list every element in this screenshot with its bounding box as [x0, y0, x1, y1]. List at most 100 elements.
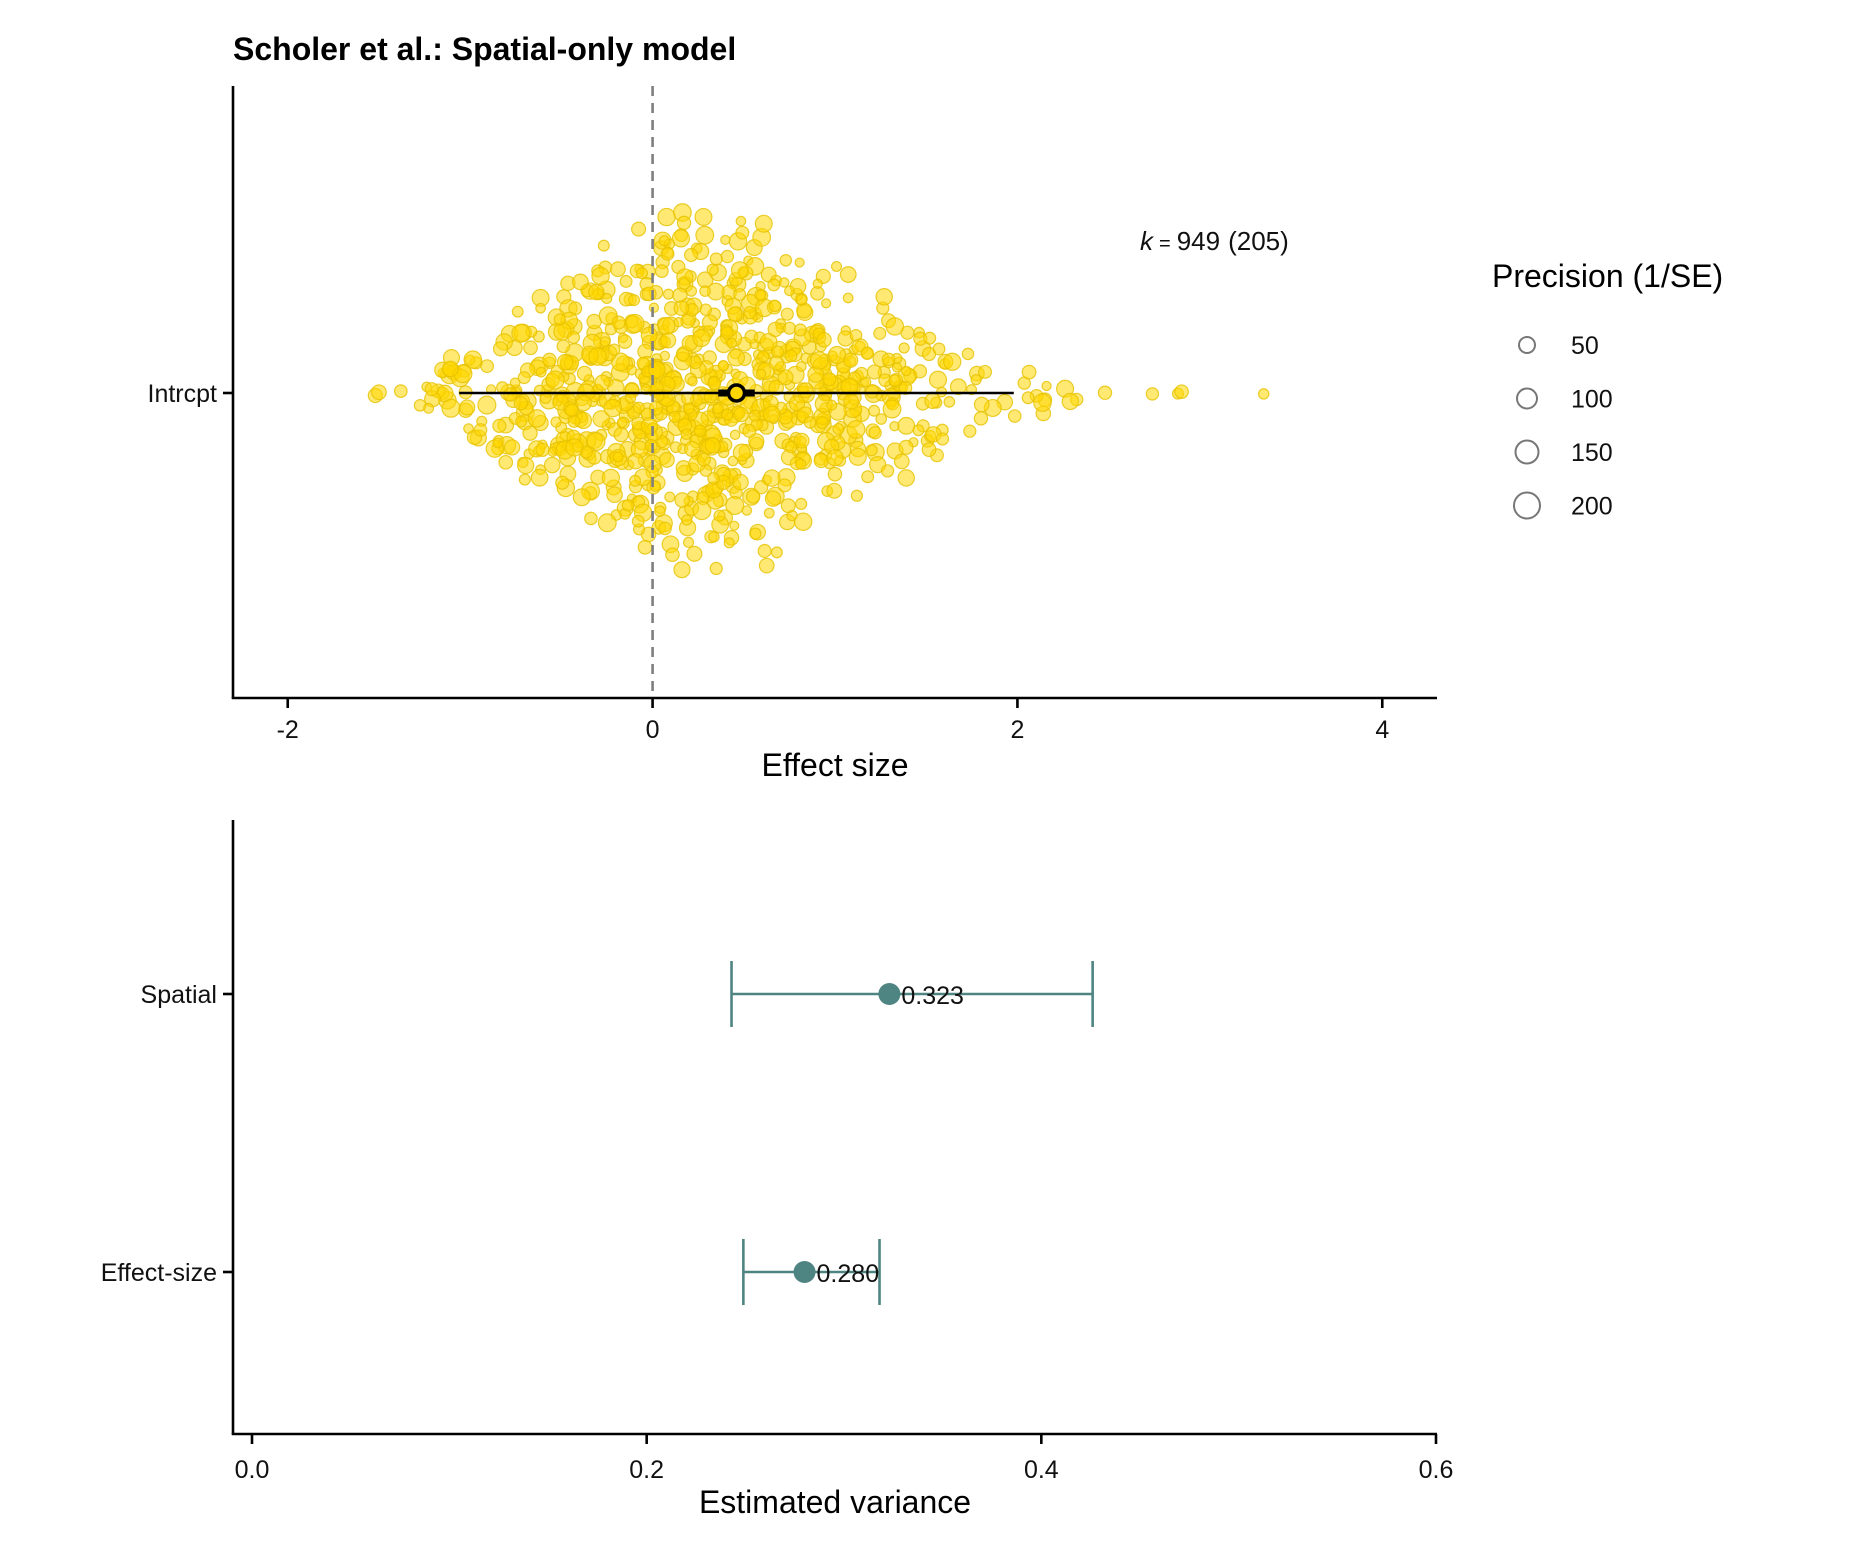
effect-size-point [527, 409, 547, 428]
k-equals: = [1159, 233, 1171, 255]
effect-size-point [588, 347, 607, 366]
effect-size-point [782, 321, 797, 335]
effect-size-point [793, 323, 807, 337]
k-studies: (205) [1228, 226, 1289, 256]
effect-size-point [673, 561, 691, 579]
effect-size-point [511, 323, 531, 343]
effect-size-point [654, 264, 669, 279]
effect-size-point [720, 249, 735, 264]
effect-size-point [768, 299, 782, 313]
bottom-x-axis-title: Estimated variance [699, 1484, 971, 1520]
effect-size-point [586, 432, 606, 451]
effect-size-point [743, 306, 757, 320]
effect-size-point [621, 499, 635, 512]
legend-key-circle [1514, 439, 1540, 465]
bottom-x-tick-label: 0.2 [629, 1456, 664, 1484]
effect-size-point [648, 302, 660, 313]
effect-size-point [735, 225, 750, 240]
effect-size-point [764, 490, 782, 507]
effect-size-point [770, 546, 783, 559]
effect-size-point [973, 396, 990, 413]
effect-size-point [424, 382, 439, 397]
effect-size-point [803, 416, 817, 429]
effect-size-point [659, 350, 671, 362]
effect-size-point [556, 339, 571, 354]
effect-size-point [658, 451, 675, 468]
effect-size-point [597, 239, 610, 252]
effect-size-point [597, 513, 617, 533]
effect-size-point [550, 416, 562, 428]
effect-size-point [793, 512, 813, 531]
estimate-point [726, 383, 747, 403]
effect-size-point [518, 473, 531, 486]
effect-size-point [553, 313, 566, 326]
effect-size-point [662, 288, 675, 300]
effect-size-point [545, 370, 565, 390]
effect-size-point [777, 369, 794, 386]
effect-size-point [713, 509, 726, 522]
effect-size-point [1021, 391, 1035, 405]
effect-size-point [860, 346, 875, 361]
effect-size-point [567, 414, 581, 428]
effect-size-point [720, 326, 734, 340]
effect-size-point [503, 439, 521, 456]
effect-size-point [769, 355, 785, 371]
top-x-tick-label: 0 [646, 716, 660, 744]
effect-size-point [729, 520, 740, 531]
effect-size-point [607, 343, 621, 356]
effect-size-point [721, 408, 734, 421]
effect-size-point [720, 234, 731, 246]
effect-size-point [660, 332, 677, 349]
effect-size-point [594, 374, 611, 391]
effect-size-point [535, 442, 550, 457]
effect-size-point [830, 260, 843, 273]
variance-errorbars: 0.323 0.280 [730, 961, 1094, 1305]
top-x-axis-title: Effect size [761, 747, 908, 783]
precision-legend: Precision (1/SE) 50 100 150 200 [1492, 258, 1723, 521]
effect-size-point [675, 347, 690, 362]
effect-size-point [970, 374, 982, 386]
effect-size-point [815, 416, 829, 430]
effect-size-point [784, 285, 795, 297]
effect-size-point [660, 246, 675, 261]
effect-size-point [682, 536, 695, 548]
legend-title: Precision (1/SE) [1492, 258, 1723, 294]
effect-size-point [754, 480, 769, 495]
effect-size-point [696, 452, 711, 467]
effect-size-point [788, 395, 806, 412]
effect-size-point [628, 294, 641, 307]
effect-size-point [588, 283, 605, 301]
effect-size-point [796, 361, 807, 372]
effect-size-point [732, 473, 749, 491]
effect-size-point [492, 341, 509, 357]
effect-size-point [680, 428, 693, 440]
effect-size-point [763, 469, 781, 487]
effect-size-point [674, 492, 691, 508]
effect-size-point [973, 411, 989, 426]
effect-size-point [868, 404, 881, 417]
legend-entry-label: 100 [1571, 386, 1613, 414]
effect-size-point [676, 215, 692, 231]
effect-size-point [695, 225, 715, 245]
effect-size-point [423, 402, 435, 414]
effect-size-point [681, 514, 693, 526]
bottom-x-ticks: 0.0 0.2 0.4 0.6 [235, 1434, 1453, 1484]
effect-size-point [640, 417, 659, 435]
effect-size-point [619, 274, 633, 288]
effect-size-point [635, 267, 649, 280]
effect-size-point [694, 207, 713, 227]
effect-size-point [885, 317, 905, 336]
effect-size-point [828, 345, 847, 364]
effect-size-point [795, 293, 808, 306]
effect-size-point [673, 300, 690, 316]
effect-size-point [624, 392, 637, 404]
effect-size-point [1041, 380, 1052, 392]
effect-size-point [742, 423, 757, 438]
effect-size-point [741, 505, 753, 516]
effect-size-point [517, 371, 531, 385]
effect-size-point [555, 475, 570, 490]
effect-size-point [565, 438, 584, 457]
effect-size-point [599, 336, 611, 348]
effect-size-point [757, 350, 770, 363]
effect-size-point [566, 330, 581, 344]
